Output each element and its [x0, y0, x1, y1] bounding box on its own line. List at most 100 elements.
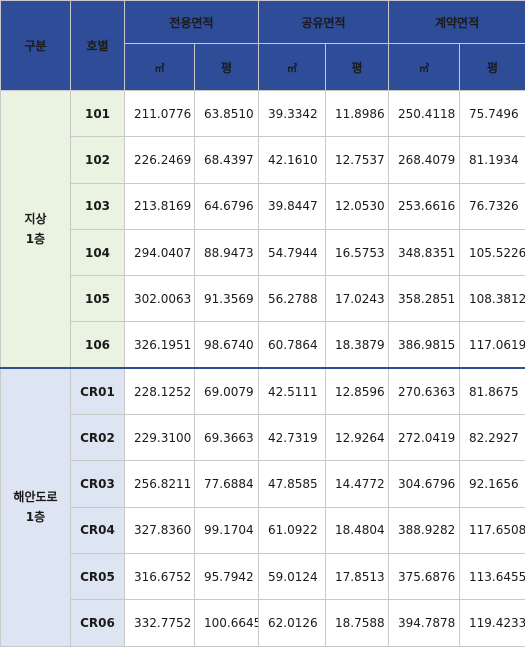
area-value: 211.0776	[124, 89, 195, 138]
unit-pyeong-header: 평	[193, 43, 260, 91]
area-value: 358.2851	[388, 275, 461, 323]
section-label-line1: 해안도로	[13, 490, 58, 505]
area-value: 95.7942	[193, 552, 260, 601]
area-value: 113.6455	[459, 552, 525, 601]
area-value: 62.0126	[258, 599, 327, 647]
area-value: 229.3100	[124, 414, 195, 462]
area-value: 68.4397	[193, 136, 260, 184]
area-value: 327.8360	[124, 506, 195, 554]
unit-number: CR04	[70, 506, 125, 554]
unit-number: CR03	[70, 460, 125, 508]
area-value: 54.7944	[258, 228, 327, 277]
area-value: 117.0619	[459, 321, 525, 369]
unit-number: CR06	[70, 599, 125, 647]
unit-number: 101	[70, 89, 125, 138]
table-row: CR04 327.8360 99.1704 61.0922 18.4804 388.928…	[1, 506, 525, 554]
table-row: 102 226.2469 68.4397 42.1610 12.7537 268.4079…	[1, 136, 525, 184]
area-value: 69.0079	[193, 367, 260, 416]
area-value: 348.8351	[388, 228, 461, 277]
unit-number: 104	[70, 228, 125, 277]
area-value: 47.8585	[258, 460, 327, 508]
area-value: 12.7537	[325, 136, 390, 184]
table-row: CR06 332.7752 100.6645 62.0126 18.7588 394.78…	[1, 599, 525, 647]
area-value: 98.6740	[193, 321, 260, 369]
area-value: 100.6645	[193, 599, 260, 647]
table-row: CR05 316.6752 95.7942 59.0124 17.8513 375.687…	[1, 552, 525, 601]
area-value: 304.6796	[388, 460, 461, 508]
area-value: 75.7496	[459, 89, 525, 138]
area-value: 117.6508	[459, 506, 525, 554]
area-value: 256.8211	[124, 460, 195, 508]
unit-sqm-header: ㎡	[258, 43, 327, 91]
table-row: 103 213.8169 64.6796 39.8447 12.0530 253.6616…	[1, 182, 525, 230]
area-value: 316.6752	[124, 552, 195, 601]
header-unit: 호별	[70, 0, 125, 91]
unit-number: CR05	[70, 552, 125, 601]
table-row: CR03 256.8211 77.6884 47.8585 14.4772 304.679…	[1, 460, 525, 508]
area-value: 226.2469	[124, 136, 195, 184]
area-value: 302.0063	[124, 275, 195, 323]
area-value: 386.9815	[388, 321, 461, 369]
area-value: 12.8596	[325, 367, 390, 416]
area-value: 17.8513	[325, 552, 390, 601]
area-value: 18.4804	[325, 506, 390, 554]
area-value: 388.9282	[388, 506, 461, 554]
area-value: 268.4079	[388, 136, 461, 184]
table-row: 106 326.1951 98.6740 60.7864 18.3879 386.9815…	[1, 321, 525, 369]
area-value: 77.6884	[193, 460, 260, 508]
area-value: 59.0124	[258, 552, 327, 601]
area-value: 105.5226	[459, 228, 525, 277]
header-section: 구분	[0, 0, 71, 91]
area-value: 18.3879	[325, 321, 390, 369]
area-value: 92.1656	[459, 460, 525, 508]
header-contract-area: 계약면적	[388, 0, 525, 44]
area-value: 272.0419	[388, 414, 461, 462]
unit-pyeong-header: 평	[325, 43, 390, 91]
section-label-line2: 1층	[25, 510, 46, 525]
area-value: 61.0922	[258, 506, 327, 554]
area-value: 270.6363	[388, 367, 461, 416]
unit-number: CR01	[70, 367, 125, 416]
area-value: 76.7326	[459, 182, 525, 230]
area-value: 42.5111	[258, 367, 327, 416]
area-value: 81.8675	[459, 367, 525, 416]
area-value: 394.7878	[388, 599, 461, 647]
area-value: 91.3569	[193, 275, 260, 323]
area-value: 375.6876	[388, 552, 461, 601]
area-value: 253.6616	[388, 182, 461, 230]
area-value: 228.1252	[124, 367, 195, 416]
area-value: 63.8510	[193, 89, 260, 138]
area-value: 42.7319	[258, 414, 327, 462]
area-value: 18.7588	[325, 599, 390, 647]
area-value: 64.6796	[193, 182, 260, 230]
area-value: 81.1934	[459, 136, 525, 184]
area-value: 332.7752	[124, 599, 195, 647]
area-value: 16.5753	[325, 228, 390, 277]
section-label-line1: 지상	[24, 212, 47, 227]
area-value: 99.1704	[193, 506, 260, 554]
section-label: 지상 1층	[0, 90, 71, 369]
unit-sqm-header: ㎡	[124, 43, 195, 91]
table-row: CR02 229.3100 69.3663 42.7319 12.9264 272.041…	[1, 414, 525, 462]
table-row: 105 302.0063 91.3569 56.2788 17.0243 358.2851…	[1, 275, 525, 323]
area-value: 82.2927	[459, 414, 525, 462]
area-value: 250.4118	[388, 89, 461, 138]
area-value: 326.1951	[124, 321, 195, 369]
unit-number: CR02	[70, 414, 125, 462]
header-exclusive-area: 전용면적	[123, 0, 260, 44]
section-label-line2: 1층	[25, 232, 46, 247]
area-value: 12.9264	[325, 414, 390, 462]
area-value: 69.3663	[193, 414, 260, 462]
section-label: 해안도로 1층	[0, 367, 71, 647]
table-row: 해안도로 1층 CR01 228.1252 69.0079 42.5111 12.8596 2…	[0, 367, 525, 647]
unit-sqm-header: ㎡	[388, 43, 461, 91]
unit-number: 103	[70, 182, 125, 230]
area-value: 119.4233	[459, 599, 525, 647]
area-value: 39.8447	[258, 182, 327, 230]
unit-number: 102	[70, 136, 125, 184]
area-value: 17.0243	[325, 275, 390, 323]
header-shared-area: 공유면적	[258, 0, 390, 44]
area-value: 213.8169	[124, 182, 195, 230]
table-row: 지상 1층 101 211.0776 63.8510 39.3342 11.8986 250.…	[0, 89, 525, 369]
